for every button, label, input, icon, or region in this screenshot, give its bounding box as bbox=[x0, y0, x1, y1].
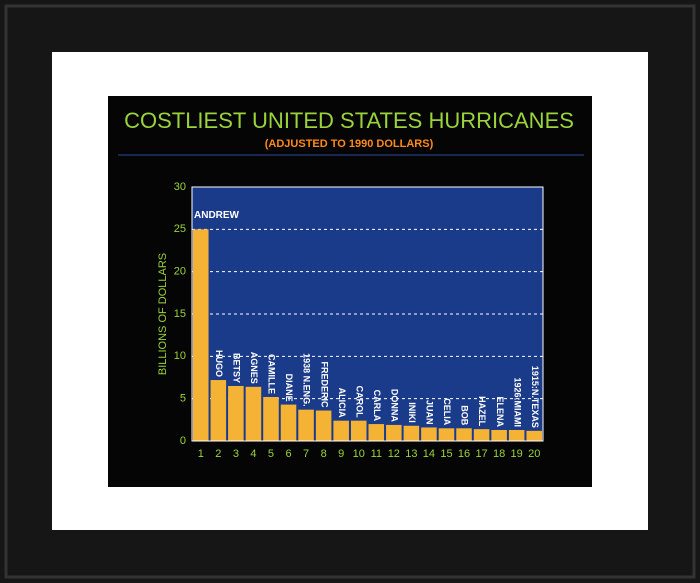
bar-label: 1915:N.TEXAS bbox=[530, 366, 540, 428]
bar bbox=[280, 404, 297, 441]
bar-label: AGNES bbox=[249, 352, 259, 384]
bar-label: HUGO bbox=[214, 350, 224, 377]
bar-label: CAMILLE bbox=[267, 354, 277, 394]
y-tick-label: 30 bbox=[174, 181, 186, 193]
x-tick-label: 20 bbox=[528, 448, 540, 460]
x-tick-label: 11 bbox=[371, 448, 382, 460]
bar-label: ELENA bbox=[495, 396, 505, 427]
y-tick-label: 25 bbox=[174, 223, 186, 235]
bar bbox=[386, 424, 402, 441]
plot-border bbox=[191, 186, 544, 442]
bar-label: CELIA bbox=[442, 398, 452, 426]
x-tick-label: 1 bbox=[198, 448, 204, 460]
y-tick-label: 0 bbox=[180, 435, 186, 447]
x-tick-label: 15 bbox=[440, 448, 452, 460]
bar-label: 1926:MIAMI bbox=[512, 377, 522, 427]
x-tick-label: 17 bbox=[475, 448, 487, 460]
bar-label: FREDERIC bbox=[319, 362, 329, 409]
bar bbox=[403, 425, 420, 441]
bar bbox=[368, 424, 385, 441]
bar-label: CAROL bbox=[354, 386, 364, 418]
x-tick-label: 16 bbox=[458, 448, 470, 460]
x-tick-label: 18 bbox=[493, 448, 505, 460]
bar bbox=[315, 410, 332, 441]
bar bbox=[473, 429, 490, 441]
bar bbox=[456, 428, 472, 441]
x-tick-label: 5 bbox=[268, 448, 274, 460]
bar-label: 1938 N.ENG. bbox=[302, 353, 312, 407]
x-tick-label: 10 bbox=[353, 448, 365, 460]
bar bbox=[263, 396, 279, 441]
y-tick-label: 15 bbox=[174, 308, 186, 320]
y-tick-label: 20 bbox=[174, 266, 186, 278]
bar bbox=[193, 229, 209, 441]
y-tick-label: 10 bbox=[174, 350, 186, 362]
bar bbox=[333, 420, 349, 441]
x-tick-label: 14 bbox=[423, 448, 435, 460]
bar bbox=[210, 380, 227, 441]
frame-edge bbox=[4, 4, 696, 579]
x-tick-label: 13 bbox=[405, 448, 417, 460]
bar bbox=[508, 429, 525, 441]
x-tick-label: 8 bbox=[321, 448, 327, 460]
chart-title: COSTLIEST UNITED STATES HURRICANES bbox=[124, 108, 574, 133]
bar bbox=[228, 385, 244, 441]
x-tick-label: 7 bbox=[303, 448, 309, 460]
bar bbox=[438, 428, 455, 441]
bar-label: ANDREW bbox=[194, 210, 240, 221]
x-tick-label: 9 bbox=[338, 448, 344, 460]
x-tick-label: 3 bbox=[233, 448, 239, 460]
y-axis-label: BILLIONS OF DOLLARS bbox=[157, 253, 169, 375]
x-tick-label: 19 bbox=[511, 448, 523, 460]
bar-label: CARLA bbox=[372, 390, 382, 422]
chart-subtitle: (ADJUSTED TO 1990 DOLLARS) bbox=[265, 138, 434, 150]
bar bbox=[491, 429, 507, 441]
x-tick-label: 12 bbox=[388, 448, 400, 460]
bar-label: INIKI bbox=[407, 402, 417, 423]
bar-label: HAZEL bbox=[477, 396, 487, 426]
bar bbox=[350, 420, 367, 441]
bar bbox=[298, 409, 314, 441]
bar-label: BOB bbox=[460, 405, 470, 426]
bar-label: BETSY bbox=[232, 353, 242, 383]
bar bbox=[526, 430, 542, 441]
bar bbox=[421, 427, 437, 441]
bar bbox=[245, 386, 262, 441]
x-tick-label: 2 bbox=[215, 448, 221, 460]
x-tick-label: 6 bbox=[285, 448, 291, 460]
y-tick-label: 5 bbox=[180, 393, 186, 405]
bar-label: JUAN bbox=[425, 400, 435, 425]
x-tick-label: 4 bbox=[250, 448, 256, 460]
bar-label: ALICIA bbox=[337, 388, 347, 418]
bar-label: DIANE bbox=[284, 374, 294, 402]
bar-label: DONNA bbox=[389, 389, 399, 422]
